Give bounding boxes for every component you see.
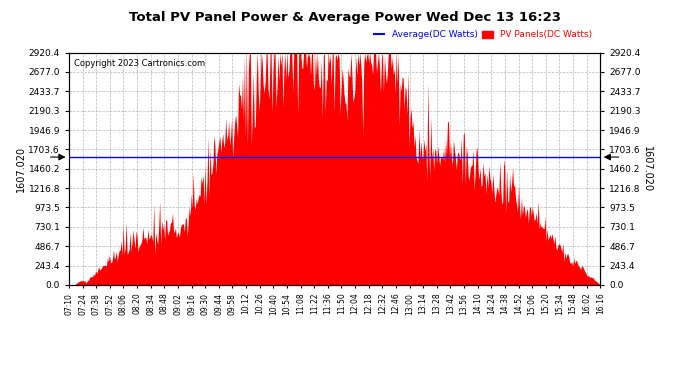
Legend: Average(DC Watts), PV Panels(DC Watts): Average(DC Watts), PV Panels(DC Watts) bbox=[370, 27, 595, 43]
Text: Copyright 2023 Cartronics.com: Copyright 2023 Cartronics.com bbox=[75, 60, 206, 69]
Y-axis label: 1607.020: 1607.020 bbox=[642, 146, 652, 192]
Text: Total PV Panel Power & Average Power Wed Dec 13 16:23: Total PV Panel Power & Average Power Wed… bbox=[129, 11, 561, 24]
Y-axis label: 1607.020: 1607.020 bbox=[16, 146, 26, 192]
